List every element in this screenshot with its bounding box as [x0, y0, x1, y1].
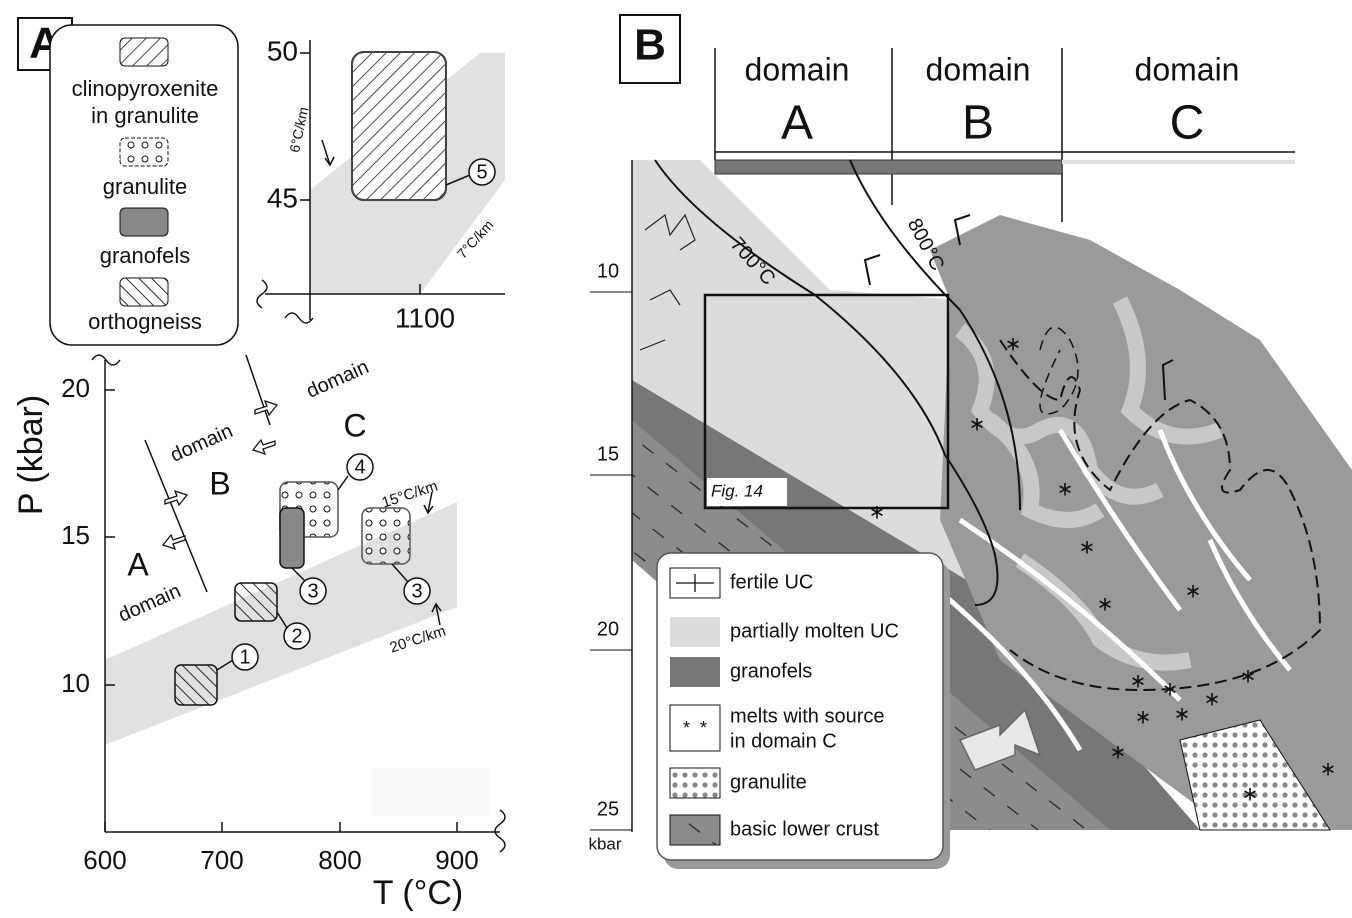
sample-box	[362, 508, 410, 564]
melt-star: ∗	[1005, 333, 1022, 355]
melt-star: ∗	[1097, 593, 1114, 615]
inset-x-tick: 1100	[395, 302, 455, 333]
domain-letter: B	[962, 97, 994, 150]
melt-star: ∗	[869, 501, 886, 523]
domain-letter: C	[343, 407, 366, 443]
legend-text: basic lower crust	[730, 818, 879, 840]
legend-text: granofels	[730, 660, 812, 682]
melt-star: ∗	[1162, 678, 1179, 700]
domain-letter: A	[127, 546, 149, 582]
inset-y-tick: 50	[267, 35, 298, 66]
domain-word: domain	[303, 356, 372, 403]
y-tick-label: 15	[61, 520, 90, 550]
melt-star: ∗	[1240, 665, 1257, 687]
sample-box	[352, 52, 446, 200]
sample-box	[235, 583, 277, 621]
x-tick-label: 600	[83, 845, 126, 875]
domain-word: domain	[1135, 51, 1240, 87]
legend-text: partially molten UC	[730, 620, 899, 642]
legend-text: in domain C	[730, 730, 837, 752]
legend-text: melts with source	[730, 705, 885, 727]
domain-word: domain	[167, 420, 236, 467]
legend-text: fertile UC	[730, 571, 813, 593]
figure: A clinopyroxenite in granulite granulite…	[0, 0, 1352, 918]
y-tick-label: 10	[597, 260, 619, 282]
legend-text: granofels	[100, 243, 191, 268]
melt-star: ∗	[1079, 536, 1096, 558]
legend-swatch	[120, 138, 168, 166]
panel-label: B	[634, 21, 666, 70]
domain-letter: C	[1170, 97, 1205, 150]
melt-star: ∗	[1185, 580, 1202, 602]
y-tick-label: 25	[597, 798, 619, 820]
domain-letter: B	[209, 465, 230, 501]
y-axis-unit: kbar	[588, 834, 621, 853]
gradient-label: 6°C/km	[286, 106, 311, 154]
x-tick-label: 800	[318, 845, 361, 875]
x-tick-label: 900	[435, 845, 478, 875]
sample-box	[280, 508, 304, 568]
legend-swatch	[670, 815, 720, 845]
legend-symbol: * *	[683, 718, 707, 738]
y-axis-title: P (kbar)	[12, 395, 50, 515]
melt-star: ∗	[969, 413, 986, 435]
legend-swatch	[670, 617, 720, 647]
domain-word: domain	[115, 580, 184, 627]
melt-star: ∗	[1057, 478, 1074, 500]
legend-swatch	[120, 208, 168, 236]
legend-text: orthogneiss	[88, 309, 202, 334]
axis-break	[257, 280, 313, 323]
y-tick-label: 15	[597, 443, 619, 465]
inset-label: Fig. 14	[711, 481, 763, 500]
domain-bar	[715, 160, 1062, 174]
legend-text: granulite	[730, 771, 807, 793]
domain-word: domain	[926, 51, 1031, 87]
panel-a: A clinopyroxenite in granulite granulite…	[12, 18, 505, 912]
legend-swatch	[120, 278, 168, 306]
legend-swatch	[670, 657, 720, 687]
sample-box	[175, 665, 217, 705]
sample-number: 3	[411, 580, 422, 602]
melt-star: ∗	[1174, 703, 1191, 725]
melt-star: ∗	[1130, 670, 1147, 692]
melt-star: ∗	[1204, 688, 1221, 710]
domain-word: domain	[745, 51, 850, 87]
sample-number: 5	[476, 161, 487, 183]
legend-text: granulite	[103, 174, 187, 199]
x-tick-label: 700	[200, 845, 243, 875]
y-tick-label: 10	[61, 668, 90, 698]
legend-text: clinopyroxenite	[72, 76, 219, 101]
melt-star: ∗	[1110, 741, 1127, 763]
panel-b: B domain A domain B domain C 700°C 800°C…	[588, 15, 1352, 869]
domain-letter: A	[781, 97, 813, 150]
sample-number: 4	[354, 456, 365, 478]
legend-text: in granulite	[91, 103, 199, 128]
y-tick-label: 20	[597, 618, 619, 640]
inset-y-tick: 45	[267, 182, 298, 213]
domain-bar	[1062, 160, 1295, 164]
sample-number: 2	[291, 625, 302, 647]
melt-star: ∗	[1135, 706, 1152, 728]
legend-swatch	[670, 768, 720, 798]
melt-star: ∗	[1320, 758, 1337, 780]
sample-number: 1	[239, 646, 250, 668]
sample-number: 3	[307, 580, 318, 602]
domain-boundary	[246, 355, 270, 425]
y-tick-label: 20	[61, 373, 90, 403]
x-axis-title: T (°C)	[373, 874, 463, 912]
blank	[372, 768, 490, 816]
legend-swatch	[120, 38, 168, 66]
melt-star: ∗	[1242, 783, 1259, 805]
arrow	[322, 140, 334, 165]
